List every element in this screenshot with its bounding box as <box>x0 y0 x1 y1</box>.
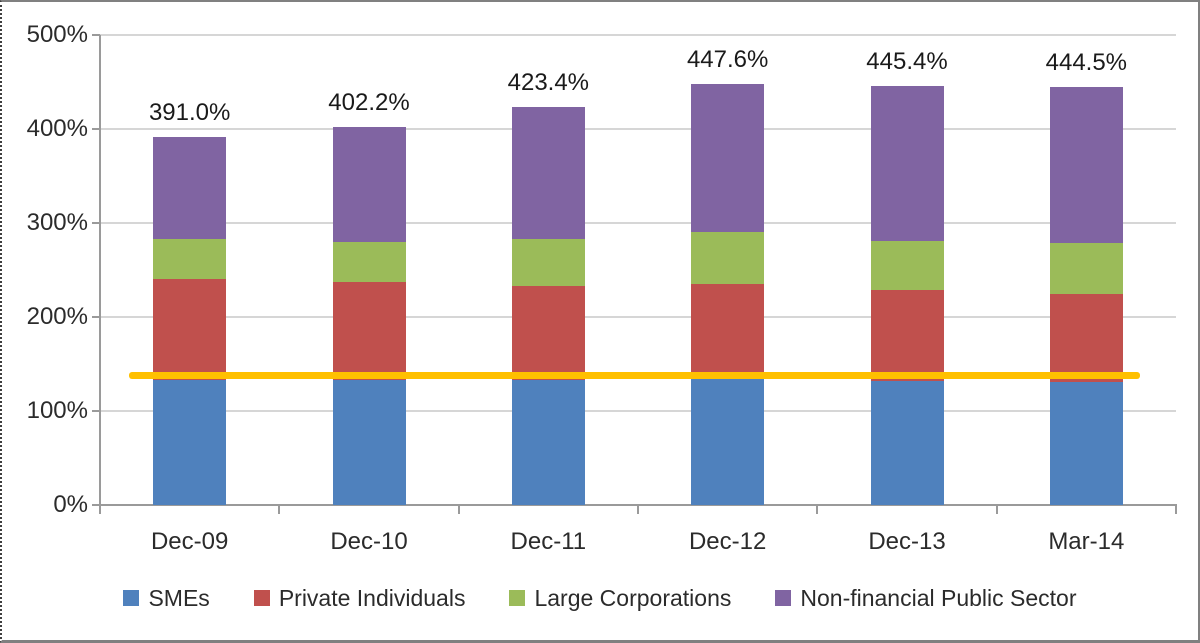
bar-segment-large-corporations-dec-11 <box>511 239 585 286</box>
bar-segment-smes-dec-13 <box>870 380 944 505</box>
reference-line <box>129 371 1140 379</box>
x-axis-label-mar-14: Mar-14 <box>1048 528 1125 555</box>
bar-segment-large-corporations-mar-14 <box>1049 243 1123 295</box>
bar-segment-private-individuals-dec-09 <box>153 278 227 380</box>
bar-segment-smes-dec-12 <box>691 379 765 505</box>
legend-item-large-corporations: Large Corporations <box>509 585 731 612</box>
y-tick-mark-500 <box>92 34 100 36</box>
x-tick-mark-5 <box>995 505 998 514</box>
x-axis-label-dec-12: Dec-12 <box>688 528 767 555</box>
legend-label: Non-financial Public Sector <box>800 584 1077 611</box>
y-axis-tick-label: 500% <box>26 21 88 48</box>
bar-segment-smes-mar-14 <box>1049 381 1123 505</box>
x-axis-label-dec-13: Dec-13 <box>868 528 946 555</box>
bar-segment-private-individuals-dec-12 <box>691 284 765 380</box>
total-data-label-dec-11: 423.4% <box>507 69 590 96</box>
x-tick-mark-0 <box>99 505 101 514</box>
gridline-300 <box>100 222 1176 224</box>
legend-marker-private-individuals <box>253 590 270 606</box>
bar-segment-non-financial-public-sector-dec-12 <box>691 84 765 233</box>
y-axis-tick-label: 100% <box>26 397 88 424</box>
bar-segment-private-individuals-dec-13 <box>870 290 944 381</box>
bar-segment-smes-dec-11 <box>511 379 585 505</box>
x-axis-label-dec-10: Dec-10 <box>330 528 408 555</box>
legend-item-non-financial-public-sector: Non-financial Public Sector <box>775 584 1077 612</box>
y-tick-mark-200 <box>92 316 100 318</box>
bar-segment-private-individuals-dec-11 <box>511 285 585 380</box>
bar-segment-non-financial-public-sector-dec-10 <box>332 126 406 243</box>
bar-segment-non-financial-public-sector-dec-13 <box>870 86 944 241</box>
y-axis-tick-label: 300% <box>26 209 88 236</box>
gridline-500 <box>100 34 1176 36</box>
bar-segment-large-corporations-dec-12 <box>691 232 765 285</box>
y-tick-mark-100 <box>92 410 100 412</box>
y-axis-tick-label: 0% <box>53 491 88 518</box>
x-tick-mark-3 <box>637 505 639 514</box>
bar-segment-non-financial-public-sector-dec-09 <box>153 137 227 240</box>
legend-item-private-individuals: Private Individuals <box>253 584 466 612</box>
bar-segment-smes-dec-09 <box>153 379 227 505</box>
y-axis-line <box>99 35 101 505</box>
y-tick-mark-0 <box>92 504 100 506</box>
y-axis-tick-label: 400% <box>26 115 88 142</box>
gridline-400 <box>100 128 1176 130</box>
bar-segment-private-individuals-dec-10 <box>332 281 406 380</box>
gridline-100 <box>100 410 1176 412</box>
x-axis-label-dec-11: Dec-11 <box>510 528 587 555</box>
x-axis-label-dec-09: Dec-09 <box>150 528 229 555</box>
y-tick-mark-400 <box>92 128 100 130</box>
total-data-label-mar-14: 444.5% <box>1045 49 1128 77</box>
bar-segment-large-corporations-dec-09 <box>153 239 227 279</box>
legend-marker-large-corporations <box>509 590 526 606</box>
bar-segment-non-financial-public-sector-mar-14 <box>1049 87 1123 244</box>
legend-marker-smes <box>123 590 140 606</box>
gridline-200 <box>100 316 1176 318</box>
total-data-label-dec-09: 391.0% <box>148 99 231 127</box>
bar-segment-non-financial-public-sector-dec-11 <box>511 107 585 240</box>
x-tick-mark-6 <box>1175 505 1177 514</box>
y-axis-tick-label: 200% <box>26 303 88 330</box>
bar-segment-smes-dec-10 <box>332 379 406 505</box>
legend-item-smes: SMEs <box>123 584 210 612</box>
legend-marker-non-financial-public-sector <box>775 590 792 606</box>
total-data-label-dec-13: 445.4% <box>866 48 948 76</box>
x-tick-mark-2 <box>457 505 460 514</box>
total-data-label-dec-12: 447.6% <box>686 46 769 74</box>
bar-segment-large-corporations-dec-13 <box>870 240 944 291</box>
y-tick-mark-300 <box>92 222 100 224</box>
legend: SMEs Private Individuals Large Corporation… <box>2 580 1198 616</box>
bar-segment-large-corporations-dec-10 <box>332 242 406 282</box>
legend-label: SMEs <box>148 584 210 611</box>
total-data-label-dec-10: 402.2% <box>328 88 410 116</box>
bar-segment-private-individuals-mar-14 <box>1049 294 1123 382</box>
x-tick-mark-4 <box>816 505 819 514</box>
legend-label: Large Corporations <box>534 584 732 611</box>
legend-label: Private Individuals <box>278 584 466 611</box>
x-tick-mark-1 <box>278 505 281 514</box>
